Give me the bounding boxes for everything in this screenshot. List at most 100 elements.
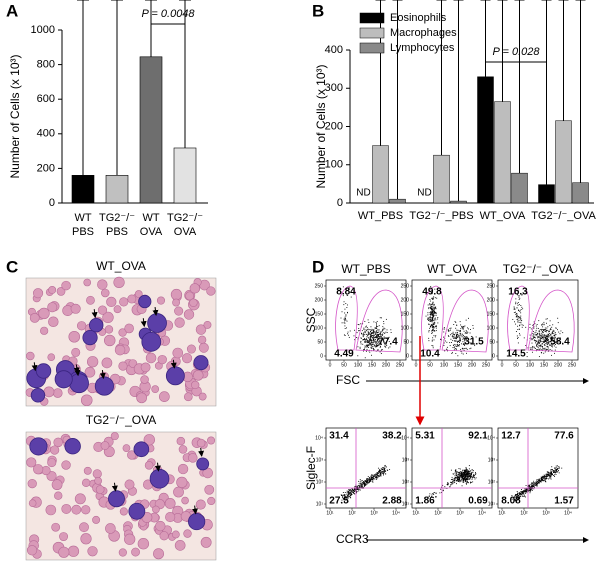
- event-dot: [384, 344, 386, 346]
- event-dot: [521, 493, 523, 494]
- event-dot: [546, 475, 548, 477]
- event-dot: [461, 348, 463, 350]
- event-dot: [430, 314, 432, 316]
- event-dot: [550, 340, 551, 342]
- event-dot: [468, 474, 470, 475]
- event-dot: [553, 474, 555, 476]
- red-cell: [124, 479, 135, 490]
- event-dot: [548, 474, 550, 476]
- event-dot: [537, 339, 539, 341]
- event-dot: [388, 336, 390, 338]
- event-dot: [515, 331, 517, 332]
- red-cell: [207, 436, 216, 445]
- event-dot: [371, 340, 373, 342]
- event-dot: [369, 343, 371, 344]
- event-dot: [447, 483, 449, 485]
- event-dot: [374, 345, 376, 347]
- event-dot: [429, 316, 431, 318]
- red-cell: [174, 306, 184, 316]
- event-dot: [385, 331, 387, 333]
- event-dot: [380, 470, 382, 472]
- event-dot: [517, 338, 518, 340]
- event-dot: [465, 474, 467, 476]
- event-dot: [377, 329, 379, 331]
- event-dot: [375, 475, 377, 477]
- event-dot: [541, 479, 543, 481]
- event-dot: [549, 324, 551, 326]
- event-dot: [365, 483, 367, 485]
- event-dot: [458, 330, 460, 332]
- event-dot: [367, 334, 369, 336]
- event-dot: [557, 317, 559, 319]
- event-dot: [363, 332, 364, 334]
- event-dot: [469, 476, 471, 478]
- event-dot: [543, 324, 545, 326]
- event-dot: [384, 466, 386, 468]
- event-dot: [348, 491, 350, 493]
- event-dot: [361, 485, 363, 486]
- event-dot: [546, 346, 548, 348]
- x-tick-label: 10¹: [498, 510, 506, 516]
- y-tick-label: 200: [315, 297, 324, 303]
- event-dot: [428, 323, 429, 325]
- event-dot: [461, 478, 463, 479]
- event-dot: [464, 332, 466, 334]
- event-dot: [534, 484, 536, 485]
- event-dot: [544, 335, 546, 337]
- event-dot: [349, 495, 351, 497]
- event-dot: [341, 499, 343, 501]
- event-dot: [458, 334, 460, 336]
- event-dot: [433, 305, 435, 307]
- event-dot: [441, 486, 442, 488]
- event-dot: [383, 338, 385, 340]
- red-cell: [113, 305, 122, 314]
- event-dot: [433, 492, 434, 494]
- event-dot: [370, 326, 372, 328]
- event-dot: [547, 338, 549, 340]
- event-dot: [443, 342, 445, 344]
- event-dot: [427, 318, 429, 320]
- event-dot: [536, 324, 538, 325]
- event-dot: [533, 336, 535, 338]
- event-dot: [385, 470, 387, 472]
- event-dot: [371, 333, 372, 335]
- event-dot: [371, 474, 372, 476]
- x-tick-label: 200: [554, 362, 563, 368]
- event-dot: [435, 335, 437, 337]
- event-dot: [431, 309, 433, 311]
- event-dot: [381, 338, 383, 340]
- event-dot: [520, 312, 522, 314]
- red-cell: [188, 453, 198, 463]
- red-cell: [207, 496, 216, 506]
- event-dot: [545, 477, 547, 479]
- event-dot: [533, 337, 535, 339]
- event-dot: [380, 473, 382, 475]
- event-dot: [458, 480, 460, 481]
- event-dot: [430, 313, 431, 315]
- red-cell: [97, 279, 108, 290]
- event-dot: [434, 307, 436, 309]
- event-dot: [474, 478, 476, 480]
- event-dot: [363, 334, 365, 336]
- event-dot: [559, 333, 561, 335]
- event-dot: [428, 317, 430, 319]
- red-cell: [131, 547, 140, 557]
- event-dot: [375, 478, 377, 480]
- event-dot: [544, 474, 546, 476]
- event-dot: [429, 321, 431, 322]
- red-cell: [197, 335, 207, 345]
- red-cell: [74, 493, 86, 505]
- event-dot: [462, 327, 464, 329]
- event-dot: [545, 340, 547, 342]
- x-tick-label: 250: [396, 362, 405, 368]
- gate-percent: 31.5: [464, 337, 484, 348]
- event-dot: [464, 474, 466, 476]
- event-dot: [555, 465, 557, 467]
- event-dot: [457, 481, 459, 482]
- event-dot: [525, 490, 527, 492]
- event-dot: [552, 470, 554, 472]
- event-dot: [451, 481, 453, 483]
- event-dot: [462, 481, 464, 483]
- event-dot: [455, 469, 457, 471]
- event-dot: [374, 475, 376, 477]
